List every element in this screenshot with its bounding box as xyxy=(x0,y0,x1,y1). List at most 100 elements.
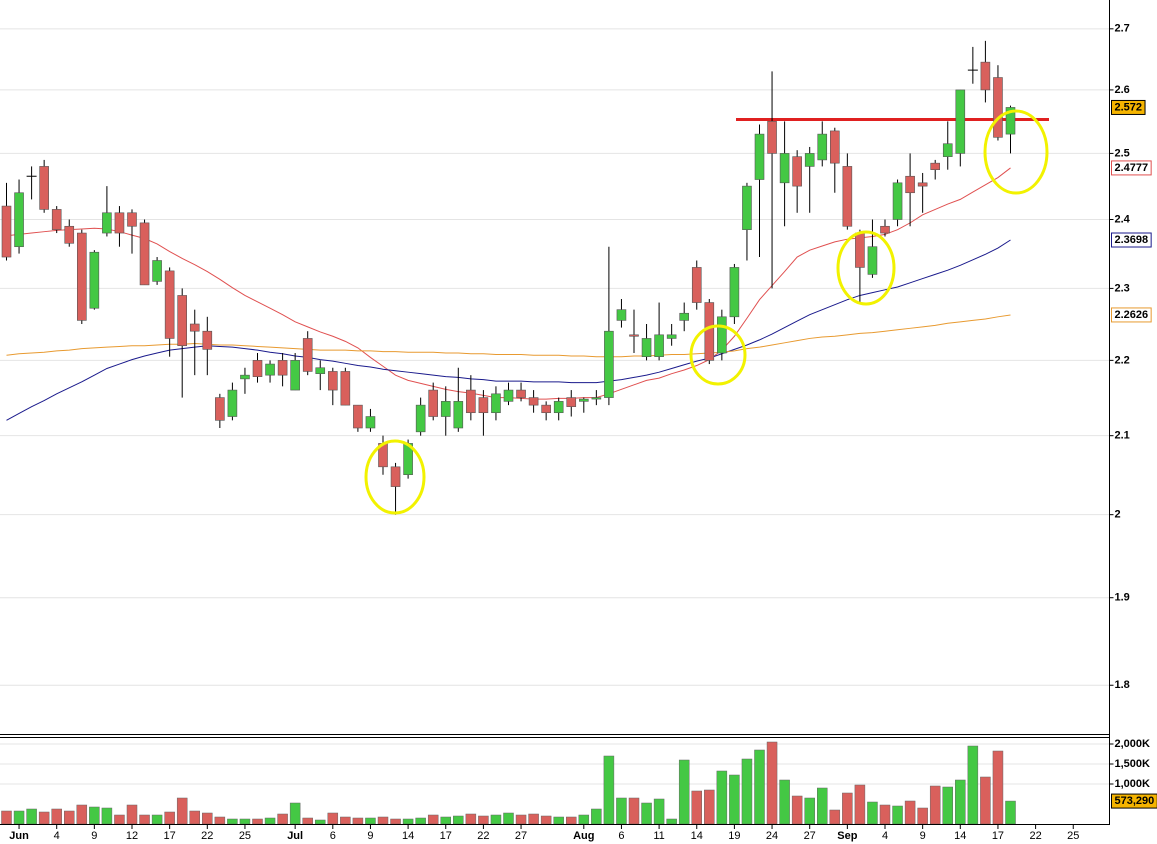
candle-body xyxy=(39,166,49,210)
volume-bar xyxy=(704,789,715,825)
volume-bar xyxy=(453,815,464,825)
volume-bar xyxy=(38,811,50,825)
y-tick-label: 1.9 xyxy=(1115,592,1130,604)
candle-body xyxy=(842,166,853,227)
volume-bar xyxy=(315,819,326,825)
volume-bar xyxy=(164,811,175,825)
candle-body xyxy=(654,334,664,357)
x-tick-label: 14 xyxy=(954,830,966,842)
candle-body xyxy=(892,182,903,220)
volume-bar xyxy=(616,797,627,825)
volume-bar xyxy=(415,817,426,825)
volume-bar xyxy=(829,809,841,825)
volume-bar xyxy=(465,813,477,825)
candle-body xyxy=(679,312,690,321)
volume-bar xyxy=(804,797,815,825)
x-tick-label: 11 xyxy=(653,830,664,842)
volume-bar xyxy=(151,814,163,825)
volume-bar xyxy=(327,812,339,825)
x-tick-label: 9 xyxy=(920,830,926,842)
candle-body xyxy=(127,212,137,227)
volume-bar xyxy=(340,816,351,825)
candle-body xyxy=(114,212,125,234)
volume-bar xyxy=(842,792,853,825)
candle-body xyxy=(930,162,941,170)
volume-bar xyxy=(854,784,866,825)
candle-body xyxy=(880,225,890,234)
last-value-box xyxy=(1111,160,1152,176)
candle-body xyxy=(353,404,363,429)
candle-body xyxy=(390,466,401,487)
x-tick-label: 25 xyxy=(1067,830,1079,842)
candle-body xyxy=(616,309,627,321)
x-tick-label: 14 xyxy=(691,830,703,842)
candle-body xyxy=(102,212,112,234)
volume-bar xyxy=(365,817,376,825)
candle-body xyxy=(64,225,75,244)
candle-body xyxy=(290,360,300,391)
y-tick-label: 1.8 xyxy=(1115,679,1130,691)
highlight-circle xyxy=(364,439,426,515)
candle-body xyxy=(365,416,376,429)
candle-body xyxy=(466,389,476,414)
y-tick-label: 2.6 xyxy=(1115,84,1130,96)
candle-body xyxy=(792,156,802,187)
last-value-label: 2.2626 xyxy=(1115,309,1149,321)
candle-body xyxy=(604,330,614,398)
x-tick-label: 14 xyxy=(402,830,414,842)
volume-bar xyxy=(114,814,125,825)
candle-body xyxy=(51,209,62,230)
volume-bar xyxy=(980,776,991,825)
last-value-box xyxy=(1111,99,1146,115)
volume-bar xyxy=(566,816,577,825)
volume-bar xyxy=(13,810,25,825)
last-value-box xyxy=(1111,307,1152,323)
volume-bar xyxy=(264,817,276,825)
volume-bar xyxy=(277,813,288,825)
volume-bar xyxy=(89,806,100,825)
candle-body xyxy=(980,61,991,91)
volume-bar xyxy=(892,805,903,825)
volume-bar xyxy=(528,813,539,825)
x-tick-label: Aug xyxy=(573,830,594,842)
volume-bar xyxy=(729,774,740,825)
candle-body xyxy=(666,334,677,339)
y-tick-label: 1,000K xyxy=(1115,778,1151,790)
volume-bar xyxy=(227,818,238,825)
candle-body xyxy=(327,371,338,391)
x-tick-label: 17 xyxy=(992,830,1004,842)
y-tick-label: 2.3 xyxy=(1115,282,1130,294)
last-value-box xyxy=(1111,793,1157,809)
volume-bar xyxy=(992,750,1004,825)
candle-body xyxy=(993,77,1003,138)
volume-bar xyxy=(666,818,677,825)
candle-body xyxy=(641,338,652,357)
candle-body xyxy=(717,316,727,354)
candle-body xyxy=(829,130,840,164)
candle-body xyxy=(955,89,966,154)
volume-bar xyxy=(955,779,966,825)
candle-body xyxy=(553,401,564,414)
candle-body xyxy=(855,232,865,268)
candle-body xyxy=(729,267,740,318)
volume-bar xyxy=(214,816,226,825)
x-tick-label: 19 xyxy=(728,830,740,842)
y-tick-label: 2.5 xyxy=(1115,147,1130,159)
candle-body xyxy=(942,143,953,157)
candle-body xyxy=(804,153,815,167)
volume-bar xyxy=(26,808,37,825)
candle-body xyxy=(516,389,526,398)
volume-bar xyxy=(1005,800,1016,825)
x-tick-label: 17 xyxy=(440,830,452,842)
volume-bar xyxy=(867,801,878,825)
candle-body xyxy=(89,251,100,309)
volume-bar xyxy=(126,804,138,825)
x-tick-label: 17 xyxy=(164,830,176,842)
candle-body xyxy=(1,205,12,258)
candle-body xyxy=(867,246,878,275)
x-tick-label: 9 xyxy=(91,830,97,842)
volume-bar xyxy=(904,800,916,825)
volume-bar xyxy=(553,816,564,825)
volume-bar xyxy=(51,808,62,825)
